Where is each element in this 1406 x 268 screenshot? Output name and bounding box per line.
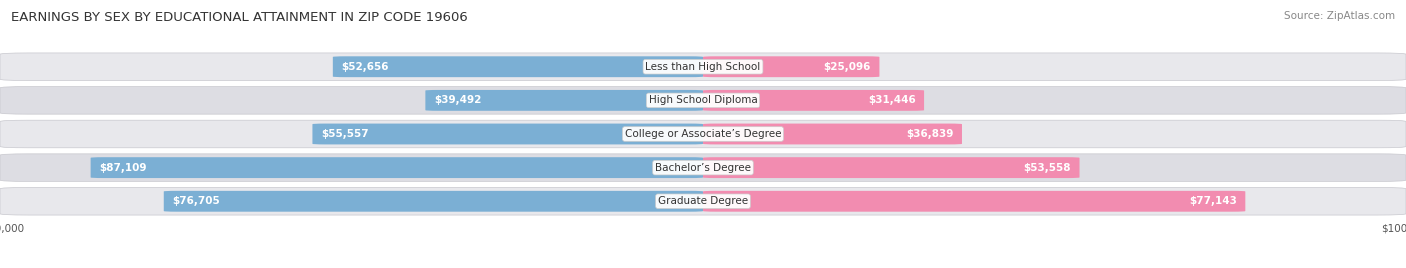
Text: $53,558: $53,558 [1024,163,1071,173]
FancyBboxPatch shape [0,87,1406,114]
FancyBboxPatch shape [703,56,879,77]
FancyBboxPatch shape [312,124,703,144]
Text: Less than High School: Less than High School [645,62,761,72]
FancyBboxPatch shape [703,191,1246,212]
FancyBboxPatch shape [0,188,1406,215]
Text: College or Associate’s Degree: College or Associate’s Degree [624,129,782,139]
Text: $55,557: $55,557 [321,129,368,139]
FancyBboxPatch shape [163,191,703,212]
FancyBboxPatch shape [703,124,962,144]
FancyBboxPatch shape [90,157,703,178]
Text: Bachelor’s Degree: Bachelor’s Degree [655,163,751,173]
Text: High School Diploma: High School Diploma [648,95,758,105]
Text: $31,446: $31,446 [868,95,915,105]
Text: $77,143: $77,143 [1189,196,1237,206]
FancyBboxPatch shape [426,90,703,111]
FancyBboxPatch shape [703,157,1080,178]
Text: $25,096: $25,096 [824,62,870,72]
FancyBboxPatch shape [333,56,703,77]
Text: $39,492: $39,492 [434,95,481,105]
Text: Source: ZipAtlas.com: Source: ZipAtlas.com [1284,11,1395,21]
FancyBboxPatch shape [0,120,1406,148]
Text: Graduate Degree: Graduate Degree [658,196,748,206]
FancyBboxPatch shape [703,90,924,111]
Text: $87,109: $87,109 [98,163,146,173]
Text: $36,839: $36,839 [907,129,953,139]
Text: $52,656: $52,656 [342,62,389,72]
FancyBboxPatch shape [0,53,1406,80]
Text: $76,705: $76,705 [172,196,219,206]
Text: EARNINGS BY SEX BY EDUCATIONAL ATTAINMENT IN ZIP CODE 19606: EARNINGS BY SEX BY EDUCATIONAL ATTAINMEN… [11,11,468,24]
FancyBboxPatch shape [0,154,1406,181]
